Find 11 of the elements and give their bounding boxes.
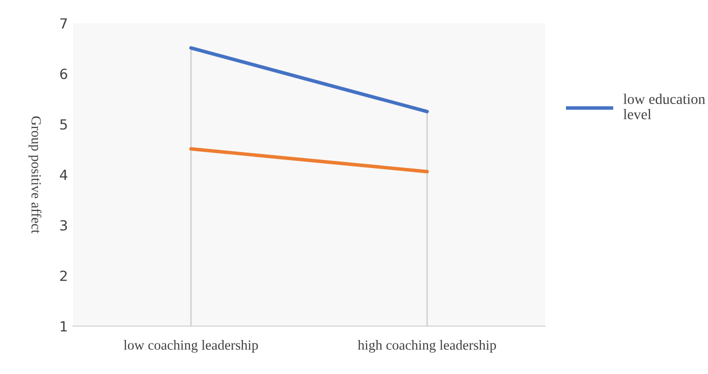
legend-label: low education level: [623, 94, 706, 120]
y-tick-label: 1: [60, 321, 67, 332]
y-tick-label: 4: [60, 170, 68, 180]
x-tick-label: high coaching leadership: [358, 340, 496, 353]
x-tick-label: low coaching leadership: [124, 340, 258, 353]
y-axis-title: Group positive affect: [28, 116, 42, 234]
y-tick-label: 3: [60, 220, 67, 231]
y-tick-label: 6: [60, 68, 68, 80]
y-tick-label: 5: [60, 119, 67, 130]
y-tick-label: 7: [60, 18, 67, 28]
y-tick-label: 2: [60, 270, 67, 281]
